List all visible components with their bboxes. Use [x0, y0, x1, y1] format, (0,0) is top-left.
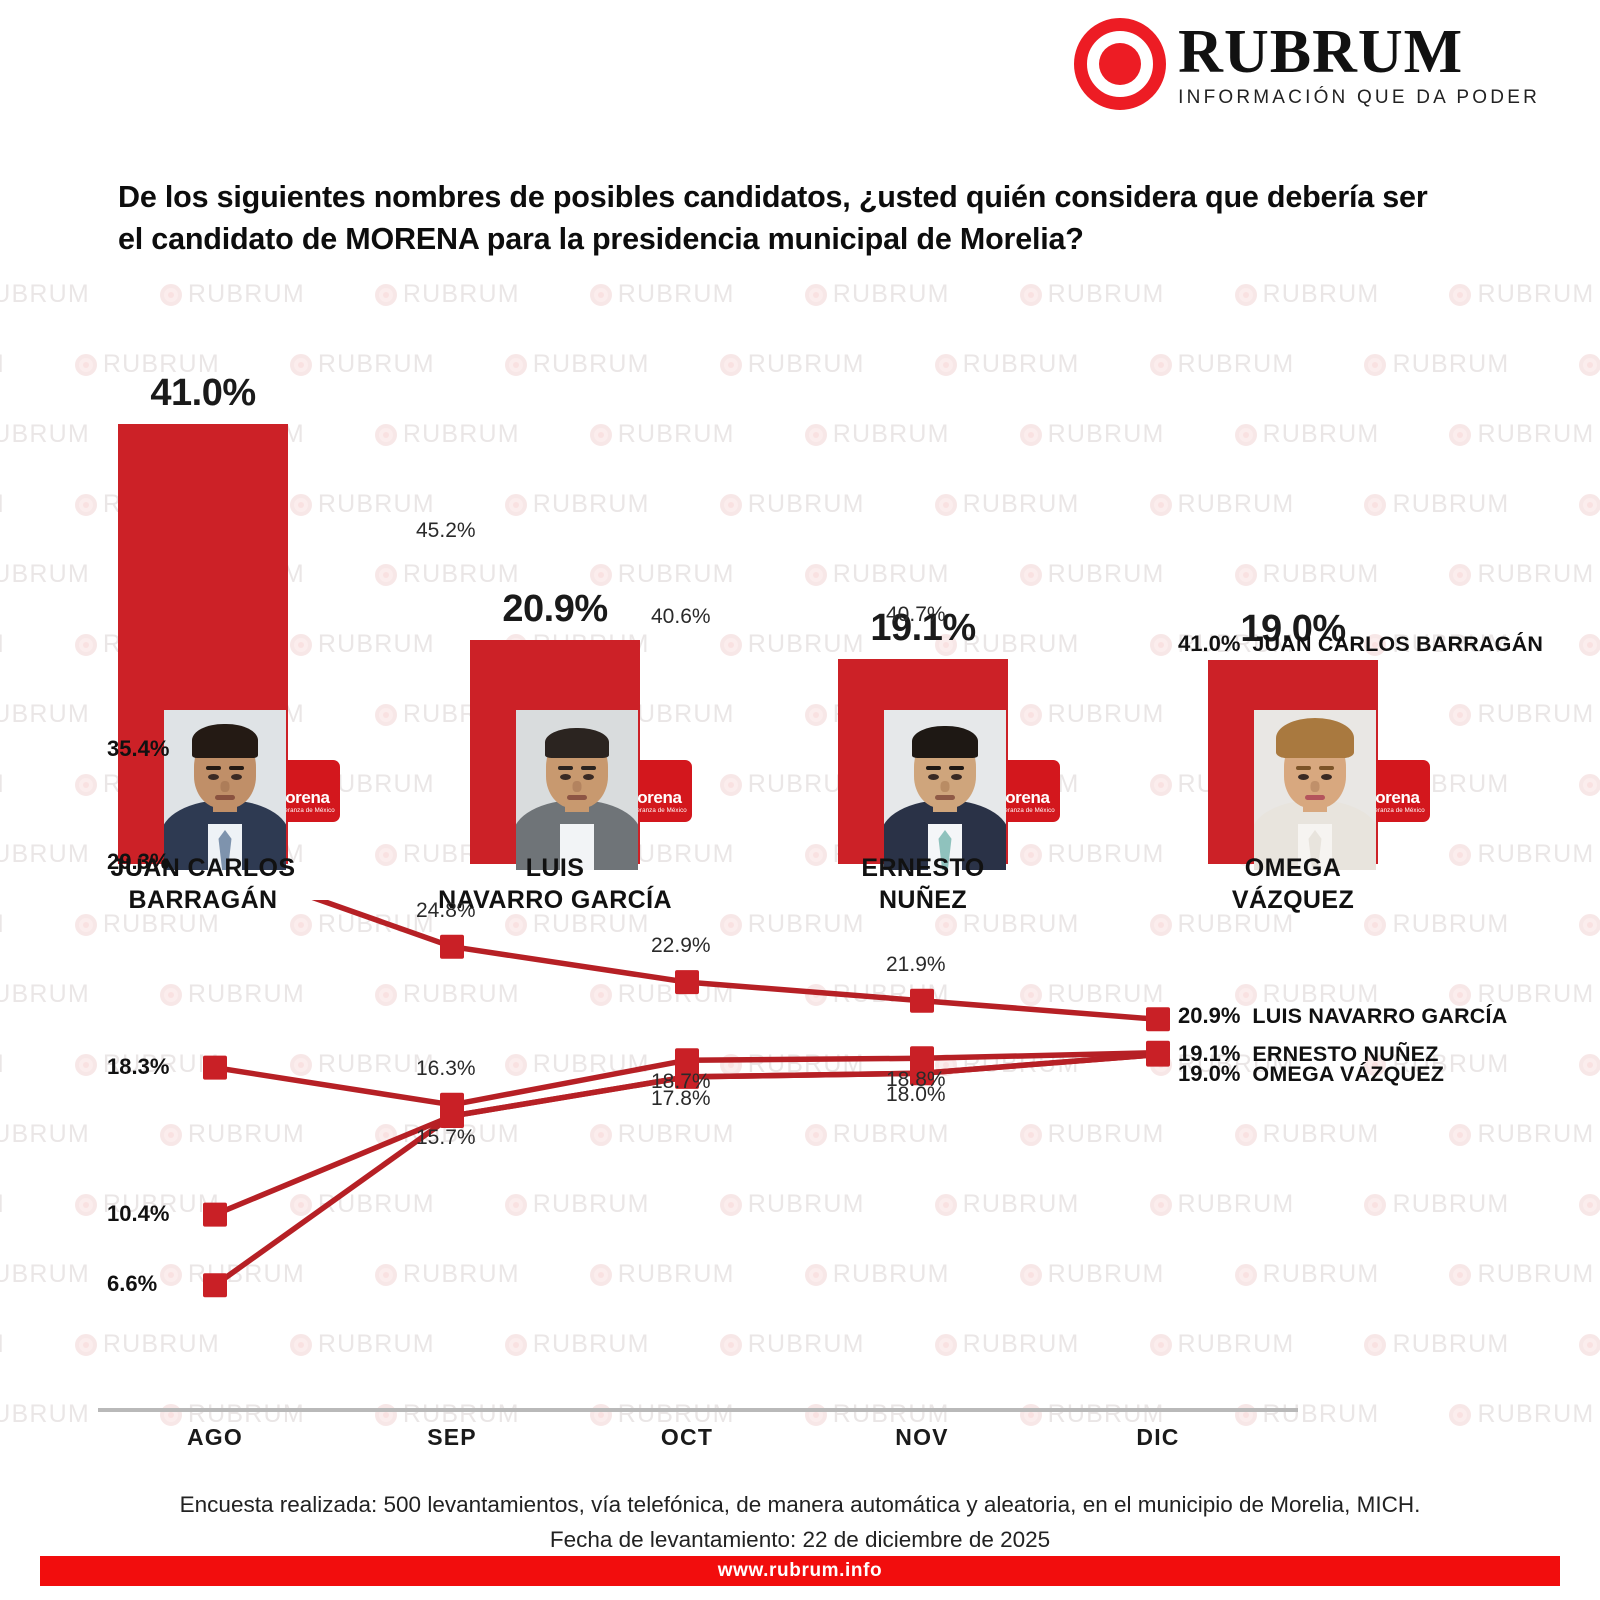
data-point-marker — [203, 1202, 227, 1227]
watermark: RUBRUM — [374, 280, 520, 309]
line-chart-svg — [203, 900, 1170, 1298]
watermark: RUBRUM — [1449, 280, 1594, 309]
data-point-marker — [440, 1104, 464, 1128]
data-point-marker — [675, 1064, 699, 1089]
watermark: RUBRUM — [589, 280, 735, 309]
bar-value-label: 41.0% — [150, 372, 256, 414]
candidate-name: OMEGA VÁZQUEZ — [1231, 854, 1355, 914]
data-point-label: 35.4% — [107, 735, 170, 761]
data-point-label: 29.3% — [107, 849, 170, 874]
bar-group: 41.0% morena La esperanza de México JUAN… — [111, 360, 448, 914]
survey-note-line1: Encuesta realizada: 500 levantamientos, … — [179, 1492, 1421, 1517]
data-point-label: 21.9% — [886, 952, 946, 976]
data-point-marker — [910, 1061, 934, 1086]
candidate-photo — [884, 710, 1006, 870]
x-axis-tick: OCT — [660, 1424, 714, 1450]
website-url: www.rubrum.info — [717, 1560, 883, 1581]
data-point-marker — [910, 988, 934, 1013]
data-point-label: 24.8% — [416, 898, 476, 922]
watermark: RUBRUM — [159, 280, 305, 309]
x-axis-tick: AGO — [187, 1424, 243, 1450]
legend-label: LUIS NAVARRO GARCÍA — [1252, 1004, 1508, 1029]
candidate-name: LUIS NAVARRO GARCÍA — [438, 854, 672, 914]
data-point-label: 40.6% — [651, 604, 711, 628]
data-point-marker — [675, 970, 699, 995]
data-point-label: 18.3% — [107, 1053, 170, 1079]
legend-label: JUAN CARLOS BARRAGÁN — [1252, 632, 1544, 657]
data-point-label: 45.2% — [416, 519, 476, 543]
data-point-label: 6.6% — [107, 1271, 158, 1297]
bar-group: 19.1% morena La esperanza de México ERNE… — [838, 360, 1168, 914]
brand-tagline: INFORMACIÓN QUE DA PODER — [1178, 87, 1540, 108]
watermark: RUBRUM — [804, 280, 950, 309]
bar-value-label: 20.9% — [502, 588, 608, 630]
legend-label: ERNESTO NUÑEZ — [1252, 1041, 1439, 1066]
watermark: RUBRUM — [1019, 280, 1165, 309]
brand-name: RUBRUM — [1178, 18, 1464, 86]
data-point-label: 22.9% — [651, 934, 711, 958]
data-point-label: 40.7% — [886, 603, 946, 626]
data-point-label: 18.0% — [886, 1083, 946, 1107]
legend-value: 19.0% — [1178, 1060, 1241, 1086]
data-point-marker — [440, 934, 464, 959]
page-title: De los siguientes nombres de posibles ca… — [118, 180, 1428, 257]
legend-item: 19.1% ERNESTO NUÑEZ — [1178, 1041, 1439, 1067]
bar-value-label: 19.0% — [1240, 608, 1346, 650]
data-point-marker — [203, 1055, 227, 1080]
bar-chart: 41.0% morena La esperanza de México JUAN… — [0, 360, 1600, 914]
data-point-label: 15.7% — [416, 1126, 476, 1149]
data-point-label: 10.4% — [107, 1200, 170, 1226]
data-point-marker — [1146, 1007, 1170, 1032]
legend-item: 19.0% OMEGA VÁZQUEZ — [1178, 1061, 1444, 1087]
x-axis-tick: NOV — [895, 1424, 949, 1450]
series-line — [311, 900, 1161, 1023]
data-point-label: 16.3% — [416, 1056, 476, 1080]
x-axis-line — [98, 1408, 1298, 1412]
survey-note-line2: Fecha de levantamiento: 22 de diciembre … — [549, 1526, 1051, 1552]
bar-group: 20.9% morena La esperanza de México LUIS… — [438, 360, 800, 914]
survey-note: Encuesta realizada: 500 levantamientos, … — [0, 1488, 1600, 1558]
legend-value: 20.9% — [1178, 1003, 1241, 1029]
bullseye-icon — [1074, 18, 1167, 110]
legend-value: 41.0% — [1178, 631, 1241, 657]
bar-group: 19.0% morena La esperanza de México OMEG… — [1208, 360, 1538, 914]
data-point-marker — [1146, 1042, 1170, 1067]
x-axis-tick: DIC — [1136, 1424, 1180, 1450]
data-point-marker — [203, 1273, 227, 1298]
rubrum-logo: RUBRUM INFORMACIÓN QUE DA PODER — [1074, 18, 1540, 110]
watermark: RUBRUM — [0, 280, 90, 308]
candidate-photo — [1254, 710, 1376, 870]
legend-label: OMEGA VÁZQUEZ — [1252, 1061, 1445, 1086]
legend-item: 20.9% LUIS NAVARRO GARCÍA — [1178, 1003, 1507, 1029]
bar-value-label: 19.1% — [870, 607, 976, 649]
data-point-label: 18.7% — [651, 1070, 711, 1094]
data-point-label: 17.8% — [651, 1086, 711, 1110]
website-bar: www.rubrum.info — [40, 1556, 1560, 1586]
watermark: RUBRUM — [1234, 280, 1380, 309]
candidate-name: ERNESTO NUÑEZ — [861, 854, 985, 914]
legend-value: 19.1% — [1178, 1040, 1241, 1066]
candidate-name: JUAN CARLOS BARRAGÁN — [110, 854, 296, 914]
line-chart: 35.4% 45.2% 40.6% 40.7% 29.3% 24.8% 22.9% 21.9%… — [0, 519, 1600, 1430]
candidate-photo — [516, 710, 638, 870]
data-point-label: 18.8% — [886, 1068, 946, 1092]
legend-item: 41.0% JUAN CARLOS BARRAGÁN — [1178, 631, 1543, 657]
candidate-photo — [164, 710, 286, 870]
x-axis-tick: SEP — [427, 1424, 477, 1450]
